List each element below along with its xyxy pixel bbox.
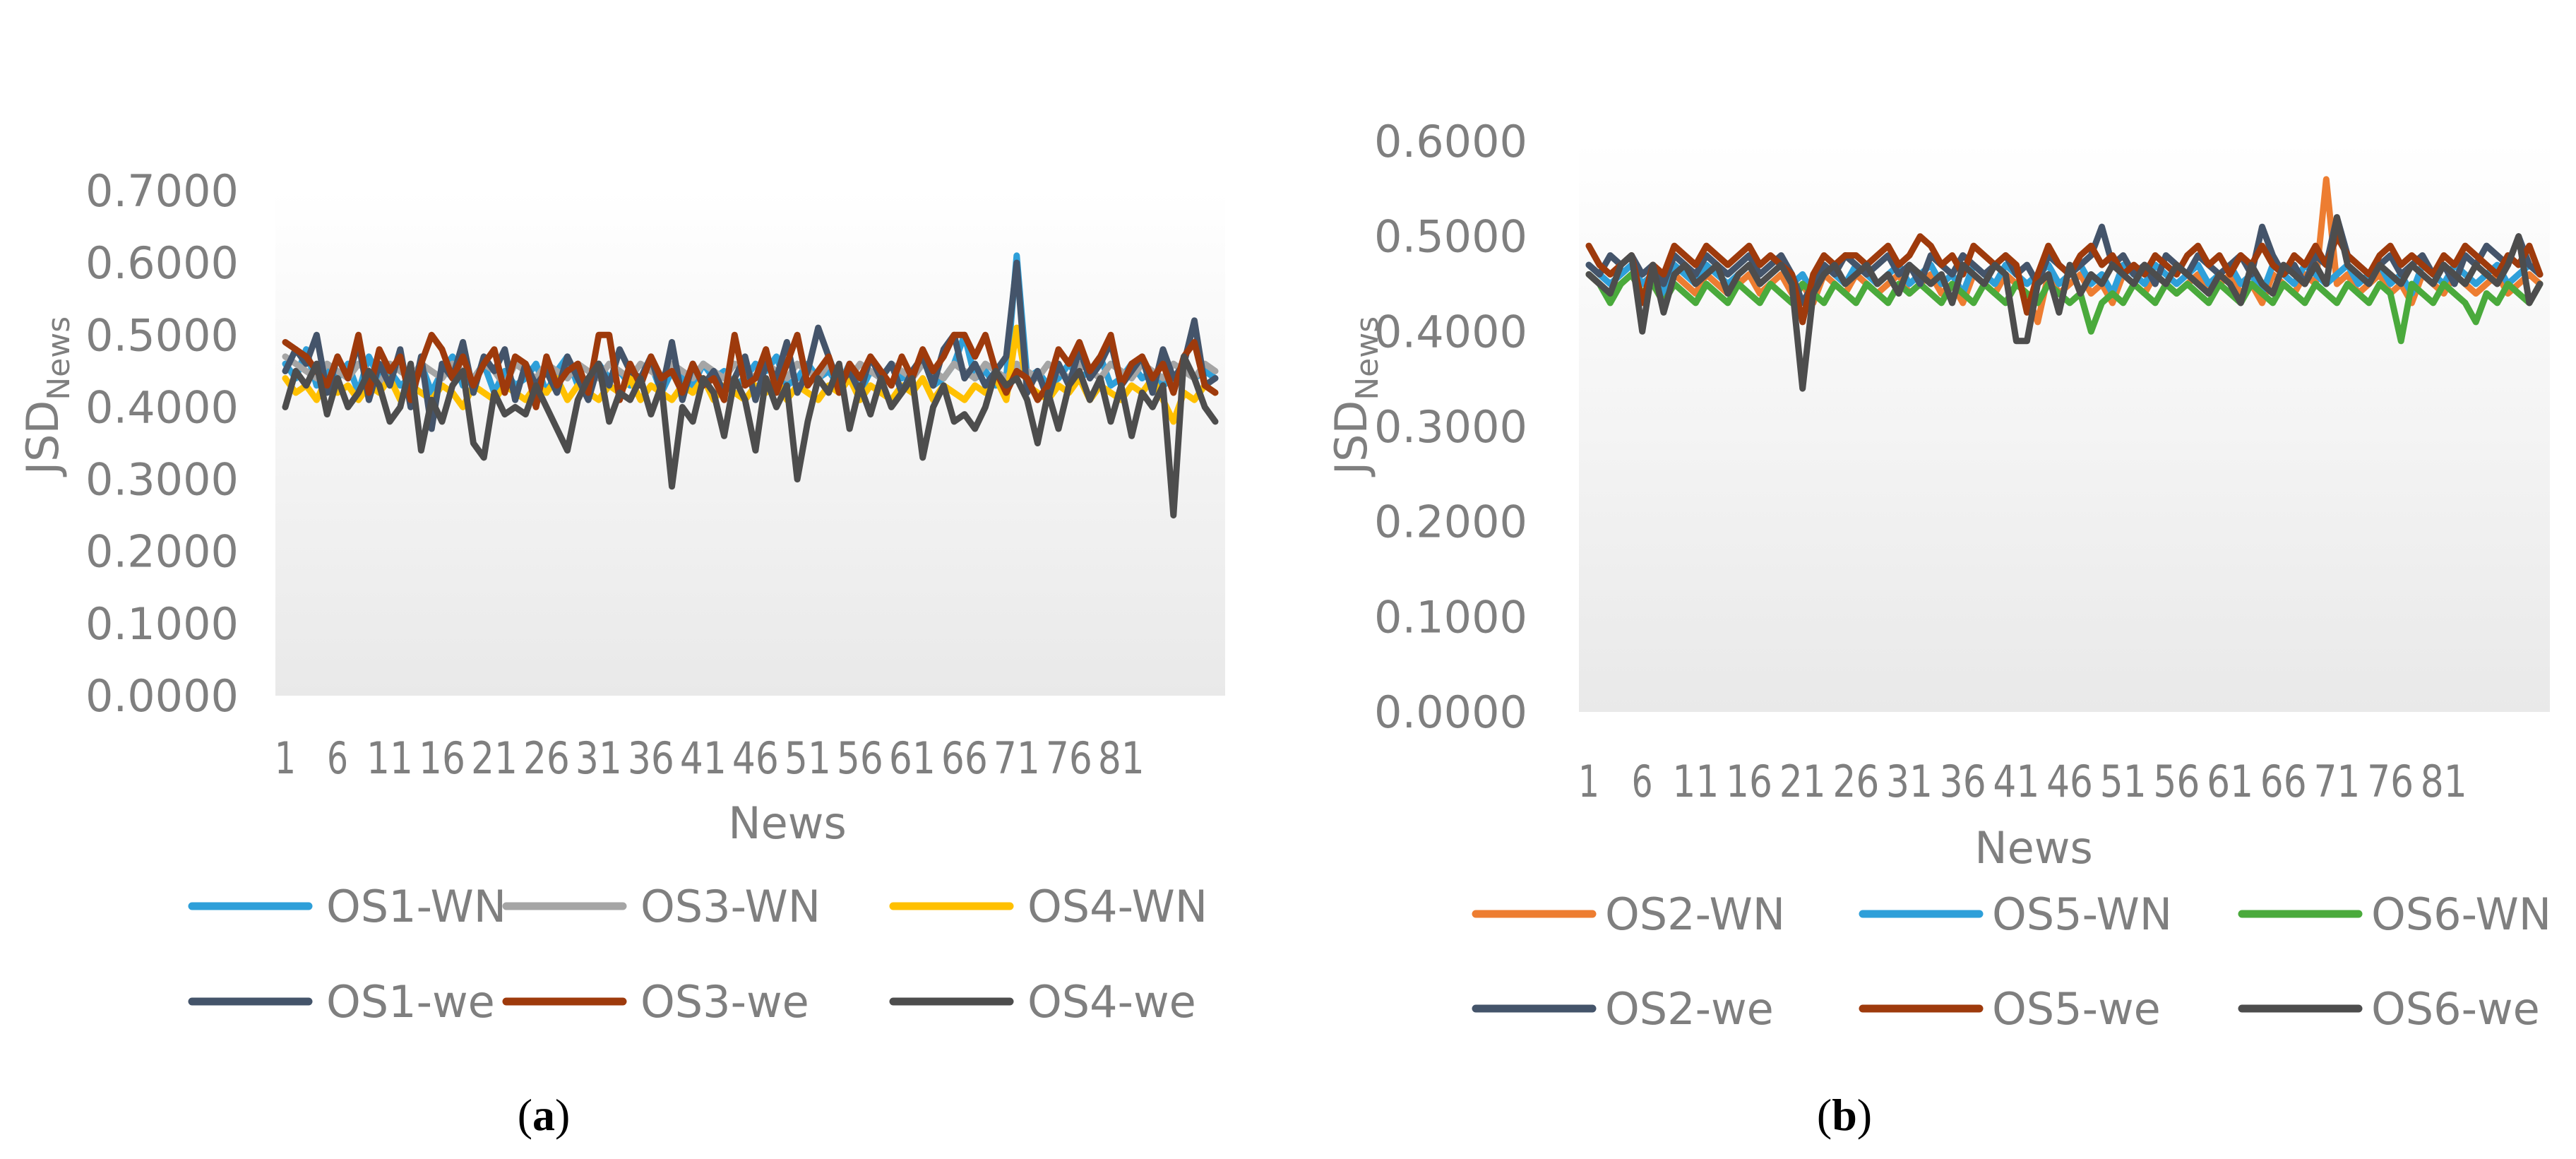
x-tick-label: 11 [1672, 756, 1719, 807]
series-line-os4-we [282, 353, 1219, 519]
series-line-os6-we [1585, 214, 2544, 392]
y-axis-title: JSDNews [17, 316, 77, 477]
panel-label: (b) [1817, 1090, 1872, 1140]
x-tick-label: 41 [1993, 756, 2039, 807]
chart-panel-b: 0.0000 0.1000 0.2000 0.3000 0.4000 0.5000 0.60… [1325, 116, 2551, 1140]
x-tick-label: 6 [327, 732, 348, 784]
x-tick-label: 61 [889, 732, 936, 784]
legend-label: OS5-WN [1992, 888, 2172, 940]
x-tick-label: 46 [732, 732, 779, 784]
x-tick-label: 66 [2260, 756, 2307, 807]
y-tick-label: 0.2000 [1374, 497, 1527, 548]
y-tick-label: 0.5000 [85, 309, 239, 361]
x-tick-label: 36 [1940, 756, 1986, 807]
x-tick-label: 11 [366, 732, 413, 784]
plot-area [1579, 141, 2550, 712]
chart-panel-a: 0.0000 0.1000 0.2000 0.3000 0.4000 0.5000 0.60… [17, 165, 1225, 1140]
x-tick-label: 76 [2367, 756, 2414, 807]
y-tick-label: 0.3000 [85, 454, 239, 506]
x-tick-label: 76 [1046, 732, 1092, 784]
x-tick-label: 46 [2046, 756, 2093, 807]
y-tick-label: 0.6000 [1374, 116, 1527, 167]
x-tick-label: 26 [1832, 756, 1879, 807]
legend-label: OS4-we [1027, 976, 1196, 1028]
x-tick-label: 1 [1578, 756, 1599, 807]
y-tick-label: 0.7000 [85, 165, 239, 217]
x-tick-label: 41 [680, 732, 727, 784]
x-tick-label: 66 [941, 732, 988, 784]
y-tick-label: 0.0000 [1374, 687, 1527, 738]
y-tick-label: 0.0000 [85, 670, 239, 722]
y-tick-label: 0.4000 [85, 381, 239, 433]
x-tick-label: 31 [576, 732, 622, 784]
x-tick-label: 26 [523, 732, 570, 784]
panel-label: (a) [518, 1090, 571, 1140]
x-tick-label: 71 [2313, 756, 2360, 807]
legend-label: OS3-we [640, 976, 809, 1028]
x-axis-title: News [1974, 822, 2093, 874]
x-tick-label: 1 [275, 732, 296, 784]
y-tick-label: 0.4000 [1374, 306, 1527, 357]
x-axis-title: News [728, 797, 847, 849]
x-tick-label: 36 [628, 732, 674, 784]
legend-label: OS5-we [1992, 983, 2161, 1035]
series-line-os3-we [282, 331, 1219, 410]
legend-label: OS4-WN [1027, 881, 1208, 932]
x-tick-label: 21 [471, 732, 518, 784]
y-tick-label: 0.2000 [85, 526, 239, 578]
x-tick-label: 71 [994, 732, 1040, 784]
x-tick-label: 56 [837, 732, 883, 784]
legend-label: OS1-WN [326, 881, 506, 932]
y-tick-label: 0.5000 [1374, 211, 1527, 263]
series-line-os5-we [1585, 233, 2544, 326]
x-tick-label: 21 [1779, 756, 1826, 807]
x-tick-label: 6 [1632, 756, 1653, 807]
x-tick-label: 81 [1098, 732, 1145, 784]
legend-label: OS6-we [2371, 983, 2540, 1035]
legend-label: OS3-WN [640, 881, 821, 932]
y-tick-label: 0.1000 [1374, 591, 1527, 643]
x-tick-label: 31 [1886, 756, 1933, 807]
legend-label: OS2-WN [1605, 888, 1785, 940]
y-axis-title: JSDNews [1325, 316, 1385, 477]
x-tick-label: 61 [2207, 756, 2253, 807]
legend-label: OS1-we [326, 976, 495, 1028]
y-tick-label: 0.6000 [85, 237, 239, 289]
y-tick-label: 0.1000 [85, 598, 239, 650]
x-tick-label: 16 [419, 732, 465, 784]
y-tick-label: 0.3000 [1374, 401, 1527, 453]
x-tick-label: 81 [2421, 756, 2467, 807]
x-tick-label: 51 [785, 732, 831, 784]
x-tick-label: 56 [2153, 756, 2200, 807]
plot-area [275, 191, 1225, 696]
legend-label: OS2-we [1605, 983, 1774, 1035]
legend-label: OS6-WN [2371, 888, 2551, 940]
x-tick-label: 51 [2100, 756, 2147, 807]
x-tick-label: 16 [1726, 756, 1772, 807]
